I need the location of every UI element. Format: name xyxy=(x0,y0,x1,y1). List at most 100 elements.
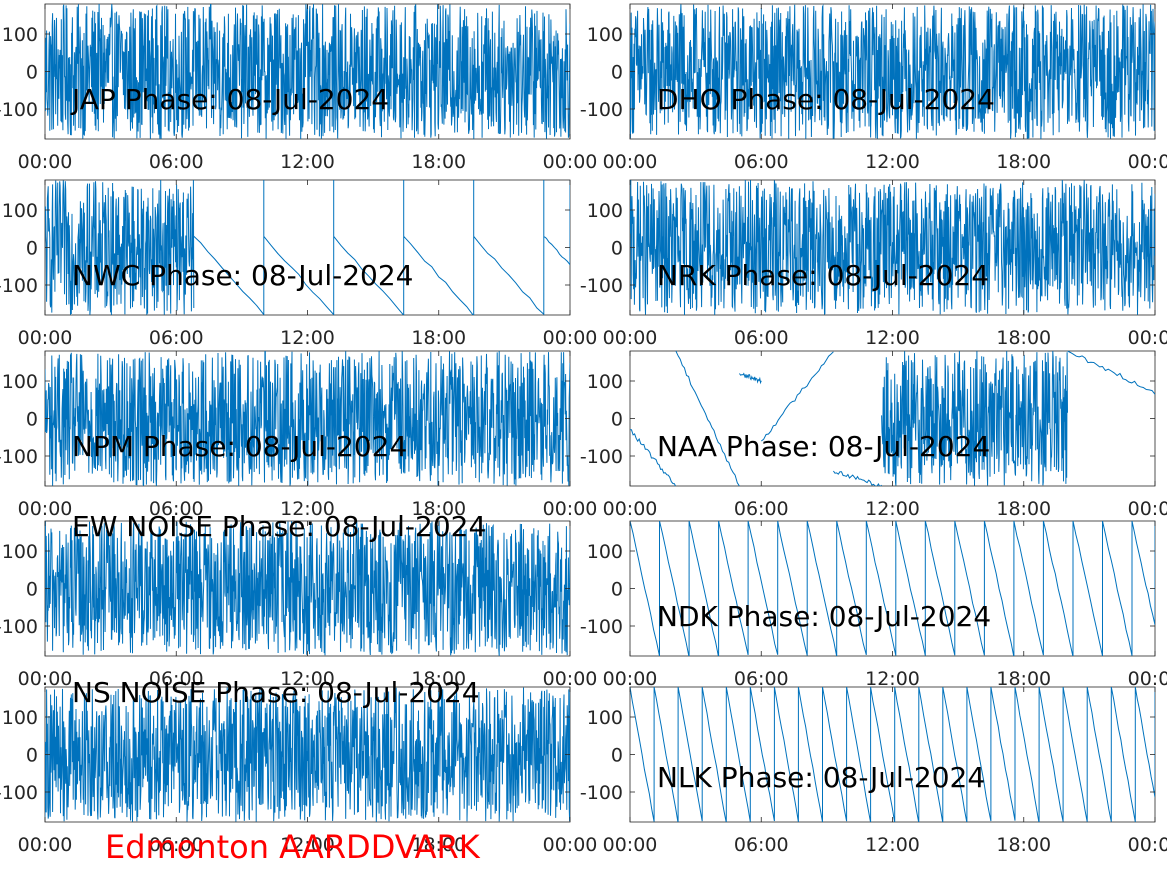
phase-trace xyxy=(630,351,1155,486)
y-tick-label: 0 xyxy=(611,409,623,431)
y-tick-label: -100 xyxy=(0,782,38,804)
x-tick-label: 06:00 xyxy=(734,327,789,349)
y-tick-label: 0 xyxy=(26,238,38,260)
x-tick-label: 00:00 xyxy=(18,151,73,173)
y-tick-label: -100 xyxy=(580,446,623,468)
x-tick-label: 00:00 xyxy=(1128,834,1167,856)
y-tick-label: 0 xyxy=(611,745,623,767)
x-tick-label: 12:00 xyxy=(865,668,920,690)
x-tick-label: 18:00 xyxy=(411,834,466,856)
x-tick-label: 12:00 xyxy=(280,151,335,173)
subplot-ns-noise: -100 0 100 00:00 06:00 12:00 18:00 00:00 NS NOIS… xyxy=(0,676,597,856)
subplot-title: JAP Phase: 08-Jul-2024 xyxy=(70,83,389,116)
y-tick-label: 0 xyxy=(26,62,38,84)
y-tick-label: 100 xyxy=(587,24,623,46)
x-tick-label: 12:00 xyxy=(280,498,335,520)
y-tick-label: -100 xyxy=(0,616,38,638)
y-tick-label: 100 xyxy=(2,707,38,729)
x-tick-label: 00:00 xyxy=(603,668,658,690)
x-tick-label: 12:00 xyxy=(280,327,335,349)
y-tick-label: -100 xyxy=(0,99,38,121)
subplot-title: NDK Phase: 08-Jul-2024 xyxy=(657,600,991,633)
x-tick-label: 00:00 xyxy=(1128,668,1167,690)
y-tick-label: 0 xyxy=(26,579,38,601)
x-tick-label: 12:00 xyxy=(865,151,920,173)
x-tick-label: 06:00 xyxy=(149,668,204,690)
subplot-nlk: -100 0 100 00:00 06:00 12:00 18:00 00:00 NLK Pha… xyxy=(580,686,1167,856)
x-tick-label: 00:00 xyxy=(1128,498,1167,520)
y-tick-label: 0 xyxy=(26,745,38,767)
y-tick-label: -100 xyxy=(0,446,38,468)
x-tick-label: 06:00 xyxy=(734,668,789,690)
y-tick-label: 100 xyxy=(2,541,38,563)
subplot-naa: -100 0 100 00:00 06:00 12:00 18:00 00:00 NAA Pha… xyxy=(580,350,1167,520)
x-tick-label: 00:00 xyxy=(543,668,598,690)
x-tick-label: 06:00 xyxy=(734,834,789,856)
y-tick-label: -100 xyxy=(580,616,623,638)
subplot-title: DHO Phase: 08-Jul-2024 xyxy=(657,83,995,116)
y-tick-label: 100 xyxy=(587,541,623,563)
subplot-npm: -100 0 100 00:00 06:00 12:00 18:00 00:00 NPM Pha… xyxy=(0,350,597,520)
x-tick-label: 12:00 xyxy=(865,327,920,349)
subplot-title: NLK Phase: 08-Jul-2024 xyxy=(657,761,985,794)
x-tick-label: 18:00 xyxy=(996,151,1051,173)
x-tick-label: 18:00 xyxy=(411,498,466,520)
x-tick-label: 18:00 xyxy=(996,327,1051,349)
x-tick-label: 18:00 xyxy=(411,668,466,690)
subplot-nwc: -100 0 100 00:00 06:00 12:00 18:00 00:00 NWC Pha… xyxy=(0,179,597,349)
subplot-title: NPM Phase: 08-Jul-2024 xyxy=(72,430,407,463)
x-tick-label: 12:00 xyxy=(280,834,335,856)
phase-trace xyxy=(45,521,570,656)
x-tick-label: 18:00 xyxy=(996,834,1051,856)
x-tick-label: 00:00 xyxy=(603,498,658,520)
axes-box xyxy=(629,520,1156,657)
y-tick-label: -100 xyxy=(0,275,38,297)
x-tick-label: 00:00 xyxy=(543,151,598,173)
subplot-title: NWC Phase: 08-Jul-2024 xyxy=(72,259,413,292)
x-tick-label: 00:00 xyxy=(603,151,658,173)
y-tick-label: 100 xyxy=(587,707,623,729)
y-tick-label: 100 xyxy=(587,371,623,393)
station-footer-label: Edmonton AARDDVARK xyxy=(105,828,480,866)
x-tick-label: 00:00 xyxy=(543,834,598,856)
axes-box xyxy=(629,686,1156,823)
phase-trace xyxy=(630,687,1155,822)
x-tick-label: 06:00 xyxy=(149,834,204,856)
y-tick-label: 100 xyxy=(587,200,623,222)
y-tick-label: -100 xyxy=(580,782,623,804)
subplot-jap: -100 0 100 00:00 06:00 12:00 18:00 00:00 JAP Pha… xyxy=(0,3,598,173)
x-tick-label: 12:00 xyxy=(280,668,335,690)
x-tick-label: 00:00 xyxy=(18,668,73,690)
x-tick-label: 00:00 xyxy=(18,834,73,856)
y-tick-label: 0 xyxy=(611,238,623,260)
y-tick-label: -100 xyxy=(580,275,623,297)
x-tick-label: 18:00 xyxy=(411,327,466,349)
y-tick-label: 100 xyxy=(2,200,38,222)
x-tick-label: 06:00 xyxy=(149,327,204,349)
phase-trace xyxy=(45,687,570,822)
y-tick-label: 0 xyxy=(611,579,623,601)
phase-trace xyxy=(630,521,1155,656)
x-tick-label: 00:00 xyxy=(18,327,73,349)
subplot-title: NS NOISE Phase: 08-Jul-2024 xyxy=(72,676,480,709)
x-tick-label: 06:00 xyxy=(149,498,204,520)
x-tick-label: 18:00 xyxy=(996,498,1051,520)
y-tick-label: -100 xyxy=(580,99,623,121)
subplot-nrk: -100 0 100 00:00 06:00 12:00 18:00 00:00 NRK Pha… xyxy=(580,179,1167,349)
subplot-ndk: -100 0 100 00:00 06:00 12:00 18:00 00:00 NDK Pha… xyxy=(580,520,1167,690)
y-tick-label: 0 xyxy=(26,409,38,431)
phase-trace xyxy=(45,351,570,486)
y-tick-label: 100 xyxy=(2,371,38,393)
subplot-title: NAA Phase: 08-Jul-2024 xyxy=(657,430,990,463)
x-tick-label: 12:00 xyxy=(865,498,920,520)
subplot-dho: -100 0 100 00:00 06:00 12:00 18:00 00:00 DHO Pha… xyxy=(580,3,1167,173)
x-tick-label: 00:00 xyxy=(603,327,658,349)
x-tick-label: 18:00 xyxy=(411,151,466,173)
x-tick-label: 00:00 xyxy=(18,498,73,520)
x-tick-label: 00:00 xyxy=(1128,327,1167,349)
y-tick-label: 0 xyxy=(611,62,623,84)
x-tick-label: 12:00 xyxy=(865,834,920,856)
subplot-title: NRK Phase: 08-Jul-2024 xyxy=(657,259,989,292)
phase-trace xyxy=(630,180,1155,315)
